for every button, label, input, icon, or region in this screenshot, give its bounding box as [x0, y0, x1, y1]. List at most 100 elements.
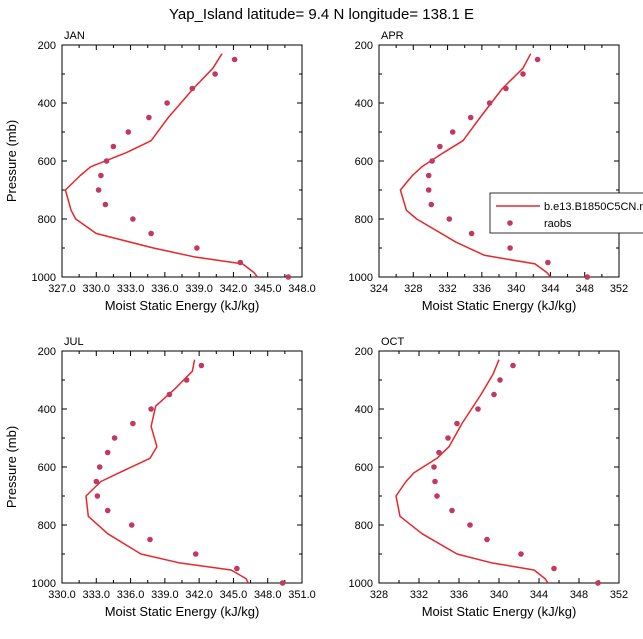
obs-point-apr-700 [425, 187, 432, 193]
obs-point-apr-950 [545, 259, 551, 266]
model-line-oct [395, 359, 549, 584]
y-tick-label-apr-400: 400 [355, 98, 373, 110]
model-line-jan [64, 53, 258, 278]
x-tick-label-oct-328: 328 [370, 589, 388, 601]
y-tick-label-jul-200: 200 [38, 346, 56, 358]
x-tick-label-jan-333.0: 333.0 [117, 283, 145, 295]
obs-point-oct-500 [445, 435, 451, 441]
obs-point-jul-550 [104, 449, 111, 456]
x-tick-label-apr-332: 332 [438, 283, 456, 295]
y-tick-label-jan-600: 600 [38, 156, 56, 168]
x-tick-label-oct-348: 348 [570, 589, 588, 601]
y-tick-label-apr-800: 800 [355, 214, 373, 226]
legend-obs-marker-swatch [507, 220, 513, 226]
obs-point-jul-950 [234, 565, 240, 572]
obs-point-oct-350 [491, 391, 497, 398]
x-tick-label-jul-330.0: 330.0 [48, 589, 76, 601]
x-axis-label-jan: Moist Static Energy (kJ/kg) [105, 298, 260, 313]
x-tick-label-jul-339.0: 339.0 [151, 589, 179, 601]
obs-point-apr-400 [486, 100, 493, 106]
panel-label-apr: APR [381, 30, 404, 42]
y-tick-label-jan-400: 400 [38, 98, 56, 110]
x-tick-label-apr-340: 340 [507, 283, 525, 295]
obs-point-jul-400 [148, 406, 154, 412]
obs-point-apr-800 [446, 216, 453, 222]
x-tick-label-jul-348.0: 348.0 [254, 589, 282, 601]
obs-point-oct-300 [497, 377, 503, 383]
obs-point-oct-450 [454, 420, 460, 427]
obs-point-apr-850 [468, 230, 475, 237]
obs-point-jan-400 [164, 100, 170, 106]
x-axis-label-oct: Moist Static Energy (kJ/kg) [422, 604, 577, 619]
x-tick-label-jan-336.0: 336.0 [151, 283, 179, 295]
x-tick-label-jan-342.0: 342.0 [220, 283, 248, 295]
obs-point-jul-500 [111, 435, 118, 441]
y-tick-label-apr-200: 200 [355, 40, 373, 52]
model-line-jul [85, 359, 249, 584]
obs-point-jan-800 [130, 216, 136, 222]
model-line-apr [399, 53, 551, 278]
obs-point-jan-750 [102, 201, 109, 208]
x-axis-label-apr: Moist Static Energy (kJ/kg) [422, 298, 577, 313]
obs-point-apr-350 [503, 85, 509, 92]
x-tick-label-jul-345.0: 345.0 [220, 589, 248, 601]
x-tick-label-jul-342.0: 342.0 [185, 589, 213, 601]
x-tick-label-jan-339.0: 339.0 [185, 283, 213, 295]
figure-title: Yap_Island latitude= 9.4 N longitude= 13… [169, 6, 474, 23]
obs-point-jan-300 [212, 71, 218, 77]
x-tick-label-oct-332: 332 [410, 589, 428, 601]
obs-point-apr-300 [520, 71, 526, 77]
obs-point-apr-550 [437, 143, 443, 150]
y-tick-label-jul-600: 600 [38, 462, 56, 474]
y-tick-label-apr-600: 600 [355, 156, 373, 168]
obs-point-jan-650 [98, 172, 104, 179]
obs-point-oct-700 [434, 493, 440, 499]
x-tick-label-apr-324: 324 [370, 283, 388, 295]
obs-point-oct-800 [467, 522, 473, 528]
obs-point-jan-850 [148, 230, 154, 237]
x-tick-label-jan-348.0: 348.0 [288, 283, 316, 295]
x-tick-label-oct-344: 344 [530, 589, 548, 601]
obs-point-jul-1000 [279, 580, 286, 586]
legend-obs-label: raobs [544, 218, 572, 230]
obs-point-jan-550 [110, 143, 117, 150]
x-tick-label-jan-327.0: 327.0 [48, 283, 76, 295]
obs-point-oct-1000 [595, 580, 601, 586]
obs-point-oct-850 [484, 536, 490, 543]
obs-point-jan-450 [146, 114, 152, 121]
obs-point-apr-750 [428, 201, 435, 208]
obs-point-apr-450 [467, 114, 474, 121]
x-tick-label-apr-328: 328 [404, 283, 422, 295]
obs-point-apr-900 [507, 245, 513, 251]
obs-point-jul-250 [198, 362, 205, 369]
obs-point-jan-250 [231, 56, 238, 63]
y-axis-label-jul: Pressure (mb) [4, 426, 19, 508]
obs-point-jul-700 [94, 493, 101, 499]
y-tick-label-jan-200: 200 [38, 40, 56, 52]
x-tick-label-apr-344: 344 [541, 283, 559, 295]
y-tick-label-jul-400: 400 [38, 404, 56, 416]
obs-point-oct-950 [551, 565, 557, 572]
obs-point-jan-950 [237, 259, 244, 266]
obs-point-apr-650 [425, 172, 432, 179]
x-tick-label-apr-336: 336 [473, 283, 491, 295]
y-tick-label-jan-1000: 1000 [32, 272, 56, 284]
y-tick-label-apr-1000: 1000 [349, 272, 373, 284]
x-tick-label-oct-340: 340 [490, 589, 508, 601]
y-tick-label-jul-1000: 1000 [32, 578, 56, 590]
legend: b.e13.B1850C5CN.ne raobs [489, 192, 643, 234]
obs-point-jul-300 [183, 377, 190, 383]
plot-frame-jan [61, 44, 303, 278]
panel-label-jul: JUL [64, 336, 84, 348]
obs-point-jan-500 [125, 129, 132, 135]
legend-box [489, 192, 643, 234]
x-tick-label-jul-351.0: 351.0 [288, 589, 316, 601]
obs-point-oct-600 [431, 464, 437, 470]
obs-point-oct-900 [518, 551, 524, 557]
y-tick-label-oct-200: 200 [355, 346, 373, 358]
obs-point-apr-600 [429, 158, 435, 164]
obs-point-jan-700 [95, 187, 102, 193]
x-tick-label-apr-348: 348 [576, 283, 594, 295]
